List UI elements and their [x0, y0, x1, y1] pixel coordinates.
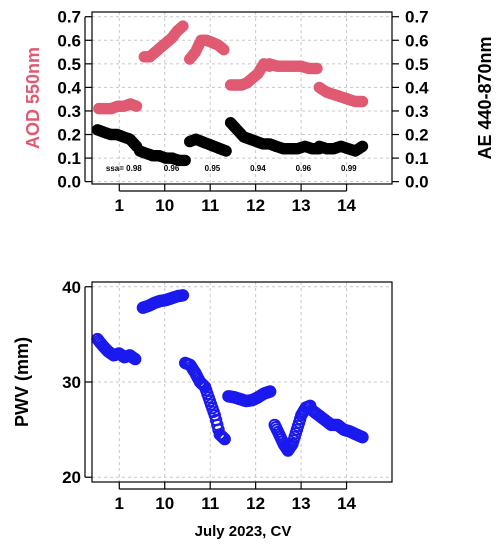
y-tick-label: 0.2 [57, 126, 81, 145]
y-right-tick-label: 0.0 [405, 173, 429, 192]
y-tick-label: 0.0 [57, 173, 81, 192]
aod-series [93, 20, 369, 115]
x-tick-label: 10 [155, 494, 174, 513]
y-right-tick-label: 0.1 [405, 149, 429, 168]
ae-point [220, 145, 232, 157]
y-right-tick-label: 0.6 [405, 31, 429, 50]
pwv-point [176, 289, 190, 302]
x-tick-label: 11 [201, 494, 219, 513]
aod-axis-title: AOD 550nm [23, 47, 43, 149]
y-right-tick-label: 0.3 [405, 102, 429, 121]
y-tick-label: 0.4 [57, 78, 81, 97]
y-tick-label: 30 [62, 373, 81, 392]
ae-y-axis: 0.0 0.1 0.2 0.3 0.4 0.5 0.6 0.7 [392, 8, 429, 192]
x-tick-label: 13 [292, 494, 311, 513]
pwv-point [216, 430, 229, 443]
pwv-gridlines [92, 282, 392, 482]
ae-point [356, 140, 369, 153]
y-tick-label: 0.3 [57, 102, 81, 121]
x-tick-label: 14 [337, 196, 356, 215]
aod-point [311, 62, 323, 75]
aod-ae-x-axis: 1 10 11 12 13 14 [115, 184, 357, 215]
y-right-tick-label: 0.5 [405, 55, 429, 74]
ssa-label: 0.96 [164, 164, 180, 173]
aod-point [356, 95, 369, 108]
ae-axis-title: AE 440-870nm [475, 36, 495, 159]
x-tick-label: 12 [246, 196, 265, 215]
pwv-point [218, 432, 231, 446]
aod-ae-panel: ssa= 0.98 0.96 0.95 0.94 0.96 0.99 1 10 11 12 13 1… [23, 8, 495, 215]
ssa-label: ssa= 0.98 [106, 164, 142, 173]
aod-point [130, 100, 143, 112]
x-tick-label: 13 [292, 196, 311, 215]
y-tick-label: 0.6 [57, 31, 81, 50]
y-right-tick-label: 0.2 [405, 126, 429, 145]
pwv-x-axis: 1 10 11 12 13 14 [115, 482, 357, 513]
pwv-series [91, 289, 369, 457]
y-tick-label: 20 [62, 468, 81, 487]
pwv-y-axis: 20 30 40 [62, 278, 92, 487]
ssa-annotations: ssa= 0.98 0.96 0.95 0.94 0.96 0.99 [106, 164, 357, 173]
x-tick-label: 1 [115, 196, 124, 215]
pwv-panel: 1 10 11 12 13 14 20 30 40 PWV (mm) July 2023, C… [12, 278, 393, 540]
ssa-label: 0.99 [341, 164, 357, 173]
y-right-tick-label: 0.4 [405, 78, 429, 97]
aod-point [218, 44, 230, 56]
y-tick-label: 0.7 [57, 8, 81, 27]
pwv-point [214, 429, 228, 442]
aod-ae-plot-frame [91, 11, 393, 185]
ssa-label: 0.94 [250, 164, 266, 173]
ssa-label: 0.95 [205, 164, 221, 173]
y-tick-label: 0.1 [57, 149, 81, 168]
pwv-x-axis-title: July 2023, CV [195, 523, 292, 540]
ae-series [91, 117, 369, 167]
pwv-point [129, 352, 142, 366]
x-tick-label: 12 [246, 494, 265, 513]
aod-point [177, 20, 189, 32]
ae-point [179, 154, 191, 167]
pwv-point [356, 431, 369, 444]
y-tick-label: 40 [62, 278, 81, 297]
y-tick-label: 0.5 [57, 55, 81, 74]
pwv-axis-title: PWV (mm) [12, 337, 32, 427]
ssa-label: 0.96 [296, 164, 312, 173]
x-tick-label: 1 [115, 494, 124, 513]
x-tick-label: 11 [201, 196, 219, 215]
x-tick-label: 14 [337, 494, 356, 513]
x-tick-label: 10 [155, 196, 174, 215]
y-right-tick-label: 0.7 [405, 8, 429, 27]
aod-y-axis: 0.0 0.1 0.2 0.3 0.4 0.5 0.6 0.7 [57, 8, 92, 192]
pwv-point [264, 385, 277, 398]
